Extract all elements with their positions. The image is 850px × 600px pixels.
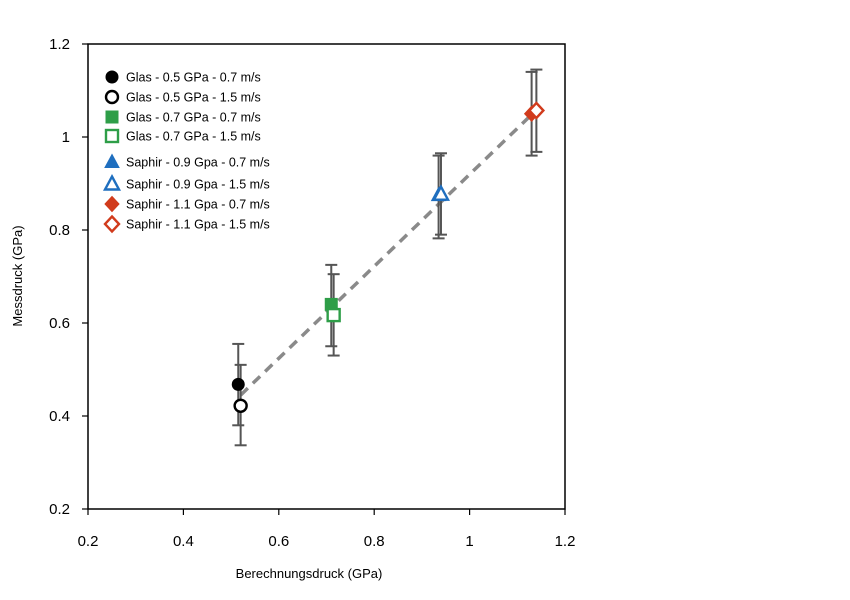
legend-item: Glas - 0.7 GPa - 0.7 m/s	[105, 110, 261, 125]
y-tick-label: 0.8	[49, 222, 70, 239]
legend-marker-circle	[104, 89, 120, 105]
trendline-group	[239, 108, 538, 397]
y-axis-title: Messdruck (GPa)	[10, 225, 25, 326]
legend-item: Saphir - 0.9 Gpa - 0.7 m/s	[104, 153, 270, 170]
legend-label: Saphir - 1.1 Gpa - 1.5 m/s	[126, 218, 270, 232]
legend-item: Saphir - 1.1 Gpa - 0.7 m/s	[104, 195, 270, 213]
x-tick-label: 0.4	[173, 533, 194, 550]
plot-area	[87, 43, 566, 510]
data-point-circle	[231, 377, 245, 391]
trendline	[239, 108, 538, 397]
legend-label: Glas - 0.5 GPa - 0.7 m/s	[126, 71, 261, 85]
legend-label: Glas - 0.7 GPa - 1.5 m/s	[126, 130, 261, 144]
legend-label: Saphir - 0.9 Gpa - 1.5 m/s	[126, 178, 270, 192]
x-tick-label: 1	[465, 533, 473, 550]
y-tick-label: 0.2	[49, 501, 70, 518]
x-tick-label: 1.2	[555, 533, 576, 550]
x-axis-title: Berechnungsdruck (GPa)	[236, 566, 383, 581]
legend-item: Glas - 0.7 GPa - 1.5 m/s	[104, 128, 261, 144]
y-tick-label: 1	[62, 129, 70, 146]
legend-marker-circle	[105, 70, 119, 84]
legend-item: Saphir - 0.9 Gpa - 1.5 m/s	[102, 173, 270, 192]
x-tick-label: 0.8	[364, 533, 385, 550]
data-point-circle	[233, 398, 248, 413]
axis-ticks: 0.2 0.4 0.6 0.8 1 1.2 0.2 0.4 0.6 0.8 1 1.2	[49, 36, 575, 550]
legend-label: Saphir - 1.1 Gpa - 0.7 m/s	[126, 198, 270, 212]
legend-label: Glas - 0.7 GPa - 0.7 m/s	[126, 111, 261, 125]
legend-marker-triangle	[102, 173, 122, 191]
legend-label: Glas - 0.5 GPa - 1.5 m/s	[126, 91, 261, 105]
legend-marker-square	[104, 128, 120, 144]
x-tick-label: 0.2	[78, 533, 99, 550]
legend-item: Glas - 0.5 GPa - 0.7 m/s	[105, 70, 261, 85]
legend-marker-triangle	[104, 153, 120, 168]
y-tick-label: 0.4	[49, 408, 70, 425]
legend-item: Glas - 0.5 GPa - 1.5 m/s	[104, 89, 261, 105]
legend-label: Saphir - 0.9 Gpa - 0.7 m/s	[126, 156, 270, 170]
legend-marker-diamond	[103, 214, 121, 234]
legend-item: Saphir - 1.1 Gpa - 1.5 m/s	[103, 214, 270, 234]
data-point-triangle	[431, 184, 450, 201]
y-tick-label: 0.6	[49, 315, 70, 332]
y-tick-label: 1.2	[49, 36, 70, 53]
data-points	[231, 101, 546, 413]
data-point-square	[326, 307, 341, 323]
legend: Glas - 0.5 GPa - 0.7 m/s Glas - 0.5 GPa -…	[102, 70, 270, 234]
x-tick-label: 0.6	[268, 533, 289, 550]
legend-marker-square	[105, 110, 119, 124]
data-point-diamond	[527, 101, 546, 120]
legend-marker-diamond	[104, 195, 120, 213]
